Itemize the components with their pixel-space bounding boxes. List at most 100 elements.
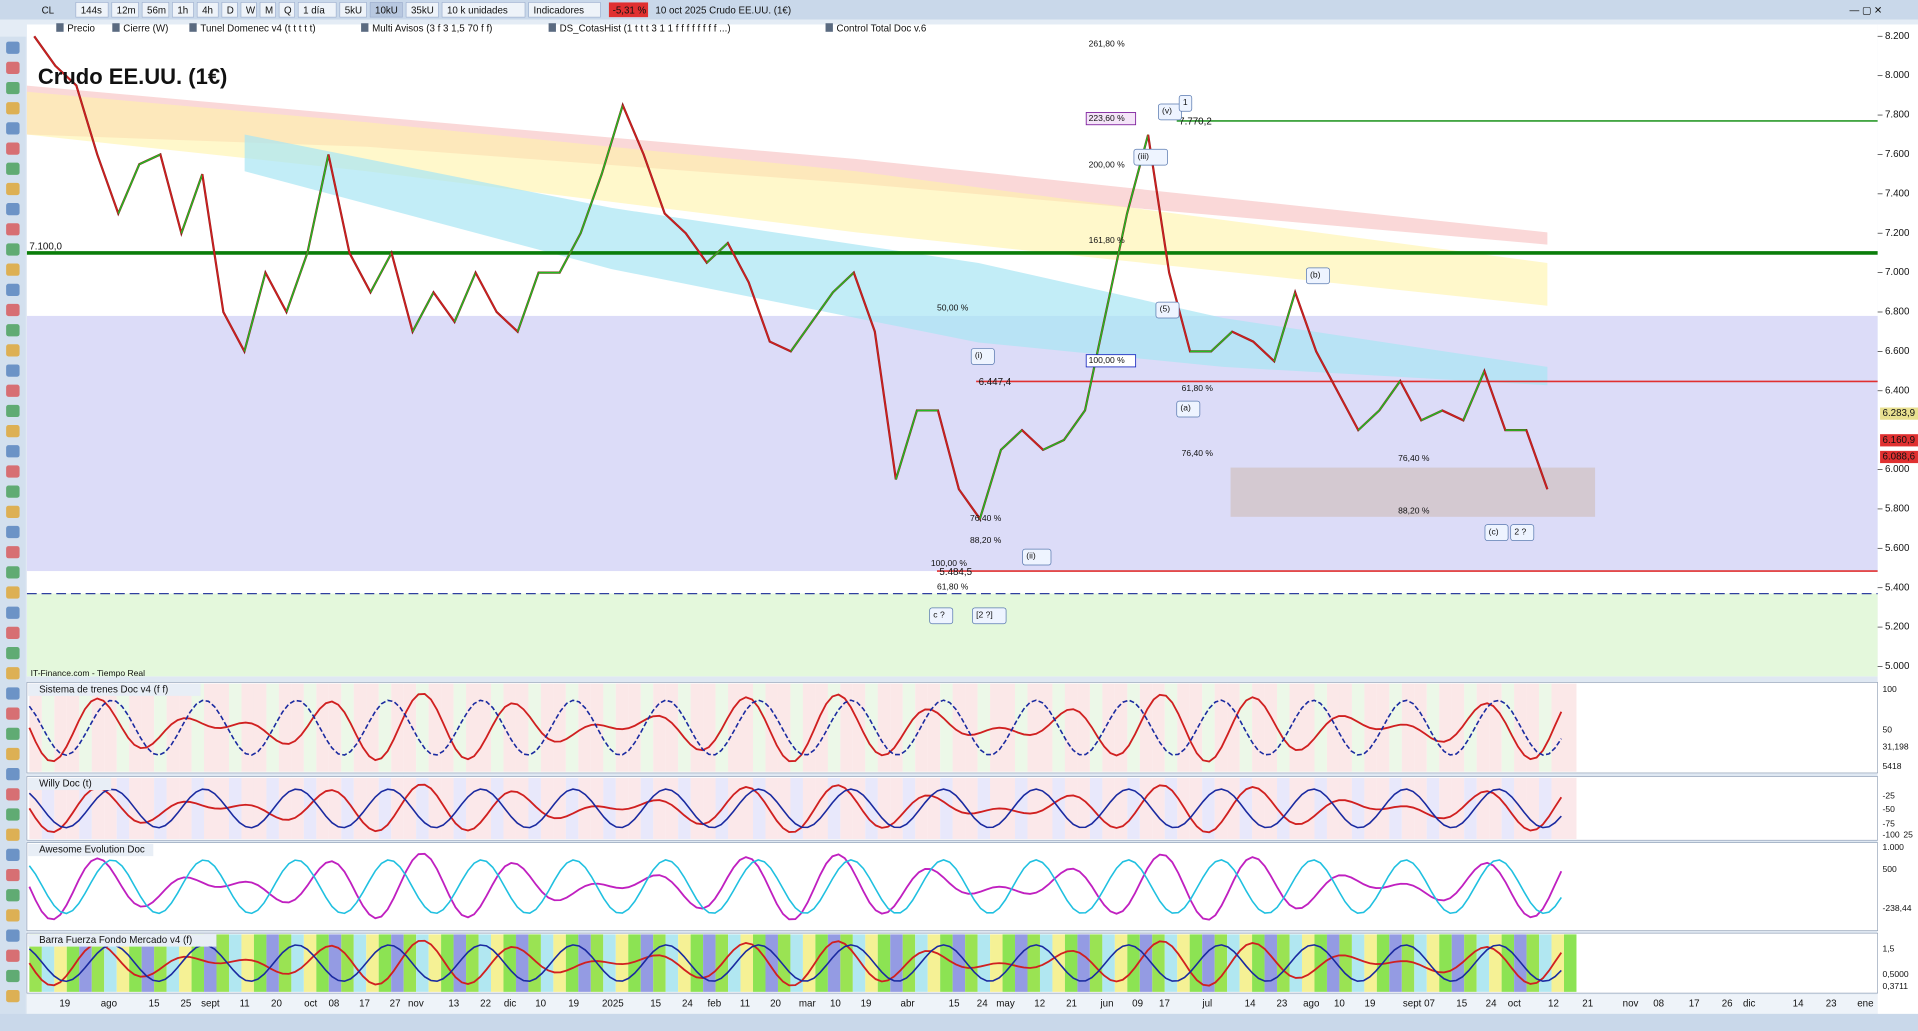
toolbar-button-label[interactable]: 1h <box>177 6 188 17</box>
toolbar-button[interactable] <box>196 2 219 18</box>
indicator-name[interactable]: Cierre (W) <box>123 23 168 34</box>
tool-icon[interactable] <box>6 102 20 115</box>
tool-icon[interactable] <box>6 768 20 781</box>
tool-icon[interactable] <box>6 465 20 478</box>
tool-icon[interactable] <box>6 828 20 841</box>
tool-icon[interactable] <box>6 525 20 539</box>
tool-icon[interactable] <box>6 122 20 135</box>
tool-icon[interactable] <box>6 162 20 175</box>
tool-icon[interactable] <box>6 707 20 720</box>
tool-icon[interactable] <box>6 283 20 296</box>
tool-icon[interactable] <box>6 929 20 942</box>
toolbar-button[interactable] <box>172 2 194 18</box>
tool-icon[interactable] <box>6 263 20 276</box>
indicator-name[interactable]: DS_CotasHist (1 t t t 3 1 1 f f f f f f … <box>560 23 731 34</box>
panel-title: Awesome Evolution Doc <box>39 845 145 856</box>
toolbar-button-label[interactable]: 1 día <box>303 6 325 17</box>
toolbar-button[interactable] <box>297 2 337 18</box>
panel-band <box>628 934 641 992</box>
tool-icon[interactable] <box>6 788 20 801</box>
toolbar-button-label[interactable]: 56m <box>147 6 166 17</box>
toolbar-button[interactable] <box>405 2 439 18</box>
toolbar-button[interactable] <box>141 2 170 18</box>
tool-icon[interactable] <box>6 445 20 458</box>
tool-icon[interactable] <box>6 949 20 962</box>
panel-band <box>179 777 192 839</box>
price-tag-label: 6.088,6 <box>1883 452 1916 463</box>
tool-icon[interactable] <box>6 586 20 599</box>
tool-icon[interactable] <box>6 344 20 357</box>
toolbar-button-label[interactable]: M <box>265 6 273 17</box>
tool-icon[interactable] <box>6 303 20 317</box>
fib-label: 261,80 % <box>1089 38 1126 48</box>
symbol[interactable]: CL <box>42 6 55 17</box>
tool-icon[interactable] <box>6 324 20 337</box>
tool-icon[interactable] <box>6 546 20 559</box>
toolbar-button-label[interactable]: 10kU <box>375 6 398 17</box>
y-tick-label: 7.400 <box>1885 188 1910 199</box>
toolbar-button[interactable] <box>339 2 367 18</box>
tool-icon[interactable] <box>6 142 20 155</box>
toolbar-button[interactable] <box>278 2 295 18</box>
toolbar-button-label[interactable]: 35kU <box>411 6 434 17</box>
toolbar-button-label[interactable]: W <box>246 6 256 17</box>
tool-icon[interactable] <box>6 747 20 761</box>
tool-icon[interactable] <box>6 203 20 216</box>
panel-band <box>1102 777 1115 839</box>
panel-band <box>703 683 716 772</box>
tool-icon[interactable] <box>6 687 20 700</box>
tool-icon[interactable] <box>6 364 20 377</box>
price-segment <box>1063 410 1086 441</box>
panel-band <box>515 934 529 992</box>
toolbar-button-label[interactable]: Q <box>284 6 292 17</box>
toolbar-button-label[interactable]: 144s <box>81 6 102 17</box>
toolbar-button[interactable] <box>259 2 276 18</box>
tool-icon[interactable] <box>6 848 20 862</box>
tool-icon[interactable] <box>6 505 20 518</box>
x-tick-label: oct <box>1508 999 1521 1010</box>
toolbar-button-label[interactable]: 12m <box>117 6 136 17</box>
tool-icon[interactable] <box>6 384 20 397</box>
toolbar-button[interactable] <box>369 2 403 18</box>
tool-icon[interactable] <box>6 808 20 821</box>
panel-band <box>1015 777 1028 839</box>
tool-icon[interactable] <box>6 909 20 922</box>
tool-icon[interactable] <box>6 182 20 196</box>
tool-icon[interactable] <box>6 990 20 1003</box>
indicator-name[interactable]: Control Total Doc v.6 <box>837 23 927 34</box>
toolbar-button-label[interactable]: Indicadores <box>534 6 585 17</box>
tool-icon[interactable] <box>6 243 20 256</box>
toolbar-button-label[interactable]: 5kU <box>345 6 362 17</box>
wave-label-box <box>1022 548 1052 566</box>
tool-icon[interactable] <box>6 81 20 95</box>
toolbar-button-label[interactable]: 4h <box>202 6 213 17</box>
indicator-name[interactable]: Tunel Domenec v4 (t t t t t) <box>200 23 315 34</box>
tool-icon[interactable] <box>6 969 20 983</box>
toolbar-button[interactable] <box>240 2 257 18</box>
tool-icon[interactable] <box>6 424 20 438</box>
tool-icon[interactable] <box>6 889 20 902</box>
toolbar-button-label[interactable]: D <box>227 6 234 17</box>
toolbar-button[interactable] <box>528 2 601 18</box>
tool-icon[interactable] <box>6 566 20 579</box>
toolbar-button[interactable] <box>111 2 139 18</box>
toolbar-button[interactable] <box>75 2 109 18</box>
tool-icon[interactable] <box>6 485 20 498</box>
wave-label: (i) <box>975 350 983 360</box>
tool-icon[interactable] <box>6 646 20 660</box>
tool-icon[interactable] <box>6 667 20 680</box>
toolbar-button[interactable] <box>221 2 238 18</box>
tool-icon[interactable] <box>6 626 20 640</box>
toolbar-button[interactable] <box>441 2 526 18</box>
tool-icon[interactable] <box>6 868 20 882</box>
tool-icon[interactable] <box>6 606 20 619</box>
toolbar-button-label[interactable]: 10 k unidades <box>447 6 508 17</box>
indicator-name[interactable]: Multi Avisos (3 f 3 1,5 70 f f) <box>372 23 492 34</box>
tool-icon[interactable] <box>6 223 20 236</box>
indicator-name[interactable]: Precio <box>67 23 95 34</box>
tool-icon[interactable] <box>6 61 20 74</box>
tool-icon[interactable] <box>6 404 20 418</box>
window-buttons[interactable]: — ▢ ✕ <box>1850 6 1883 17</box>
tool-icon[interactable] <box>6 727 20 740</box>
tool-icon[interactable] <box>6 41 20 54</box>
